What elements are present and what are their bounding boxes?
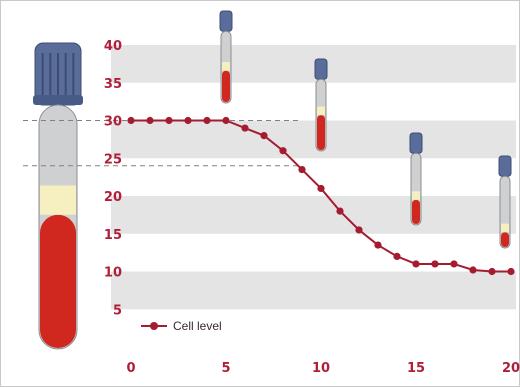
x-tick-label: 5 — [221, 361, 230, 376]
data-point — [393, 252, 401, 260]
small-tube-icon — [314, 58, 328, 152]
y-tick-label: 10 — [104, 266, 122, 281]
large-blood-tube-icon — [33, 42, 83, 350]
data-point — [450, 260, 458, 268]
data-point — [184, 116, 192, 125]
data-point — [412, 260, 420, 268]
small-tube-icon — [409, 132, 423, 226]
small-tube-icon — [219, 10, 233, 104]
y-tick-label: 40 — [104, 39, 122, 54]
data-point — [279, 147, 287, 155]
small-tube-icon — [498, 155, 512, 249]
data-point — [374, 241, 382, 249]
data-point — [260, 132, 268, 140]
data-point — [203, 116, 211, 125]
data-point — [469, 266, 477, 274]
x-tick-label: 15 — [407, 361, 425, 376]
y-tick-label: 25 — [104, 152, 122, 167]
y-tick-label: 35 — [104, 77, 122, 92]
x-tick-label: 20 — [502, 361, 520, 376]
grid-bands — [111, 45, 516, 310]
x-axis-ticks: 0 5 10 15 20 — [126, 361, 520, 376]
y-tick-label: 5 — [113, 303, 122, 318]
legend: Cell level — [141, 319, 222, 333]
data-point — [355, 226, 363, 234]
data-point — [317, 184, 325, 193]
data-point — [222, 116, 230, 125]
grid-band — [111, 45, 516, 83]
small-tube-icons — [219, 10, 512, 249]
series-cell-level — [127, 116, 515, 276]
grid-band — [111, 120, 516, 159]
x-tick-label: 0 — [126, 361, 135, 376]
legend-marker — [150, 322, 158, 330]
data-point — [336, 207, 344, 215]
data-point — [241, 124, 249, 132]
data-point — [146, 116, 154, 125]
data-point — [488, 267, 496, 276]
y-tick-label: 20 — [104, 190, 122, 205]
data-point — [165, 116, 173, 125]
grid-band — [111, 271, 516, 310]
data-point — [127, 116, 135, 125]
legend-label: Cell level — [173, 319, 222, 333]
data-point — [507, 267, 515, 276]
y-tick-label: 30 — [104, 115, 122, 130]
grid-band — [111, 196, 516, 234]
data-point — [431, 260, 439, 268]
large-tube — [33, 42, 83, 350]
x-tick-label: 10 — [312, 361, 330, 376]
y-axis-ticks: 5 10 15 20 25 30 35 40 — [104, 39, 122, 318]
data-point — [298, 165, 306, 174]
y-tick-label: 15 — [104, 228, 122, 243]
